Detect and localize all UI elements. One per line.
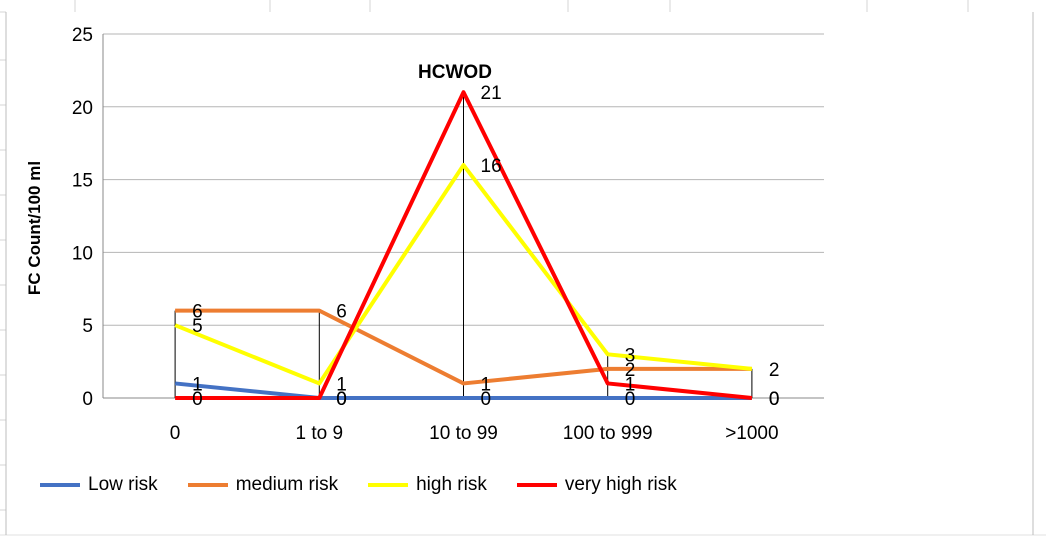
data-label: 5: [192, 316, 203, 337]
data-label: 2: [769, 360, 780, 381]
y-tick-label: 20: [72, 98, 93, 119]
chart-legend: Low risk medium risk high risk very high…: [40, 470, 707, 500]
x-tick-label: 1 to 9: [296, 423, 344, 444]
y-tick-label: 5: [82, 316, 93, 337]
y-tick-label: 15: [72, 171, 93, 192]
y-tick-label: 0: [82, 389, 93, 410]
x-tick-label: 100 to 999: [563, 423, 653, 444]
data-label: 0: [336, 389, 347, 410]
data-label: 3: [625, 345, 636, 366]
legend-item-medium-risk: medium risk: [187, 474, 339, 496]
data-label: 6: [336, 302, 347, 323]
legend-label: medium risk: [235, 474, 339, 495]
x-tick-label: 10 to 99: [429, 423, 498, 444]
series-line: [175, 308, 752, 386]
data-label: 2: [625, 360, 636, 381]
data-label: 1: [481, 374, 492, 395]
legend-item-low-risk: Low risk: [40, 474, 158, 496]
data-label: 0: [481, 389, 492, 410]
series-line: [174, 381, 752, 400]
y-tick-label: 25: [72, 25, 93, 46]
data-label: 1: [625, 374, 636, 395]
data-label: 21: [481, 83, 502, 104]
data-label: 0: [192, 389, 203, 410]
data-label: 1: [192, 374, 203, 395]
legend-item-high-risk: high risk: [368, 474, 487, 496]
data-label: 0: [336, 389, 347, 410]
x-tick-label: 0: [170, 423, 181, 444]
data-label: 0: [625, 389, 636, 410]
y-tick-label: 10: [72, 243, 93, 264]
series-line: [175, 90, 753, 400]
hcwod-annotation: HCWOD: [418, 62, 492, 83]
legend-swatch: [368, 483, 409, 487]
data-label: 0: [769, 389, 780, 410]
legend-item-very-high-risk: very high risk: [516, 474, 677, 496]
data-label: 1: [336, 374, 347, 395]
legend-swatch: [187, 483, 228, 487]
data-label: 16: [481, 156, 502, 177]
legend-swatch: [40, 483, 80, 487]
legend-label: high risk: [416, 474, 487, 495]
legend-label: Low risk: [88, 474, 158, 495]
legend-label: very high risk: [564, 474, 677, 495]
data-label: 6: [192, 302, 203, 323]
series-line: [174, 163, 753, 386]
y-axis-title: FC Count/100 ml: [25, 161, 44, 295]
x-tick-label: >1000: [725, 423, 778, 444]
data-label: 0: [769, 389, 780, 410]
legend-swatch: [516, 483, 557, 487]
